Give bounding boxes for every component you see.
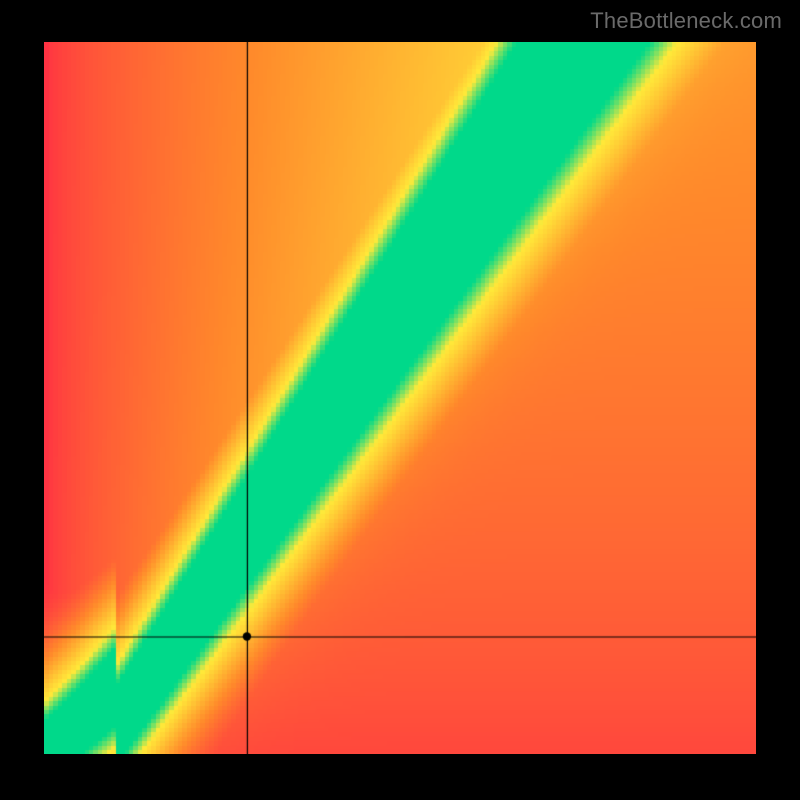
bottleneck-chart-frame: { "meta": { "watermark_text": "TheBottle… — [0, 0, 800, 800]
bottleneck-heatmap — [44, 42, 756, 754]
watermark-text: TheBottleneck.com — [590, 8, 782, 34]
